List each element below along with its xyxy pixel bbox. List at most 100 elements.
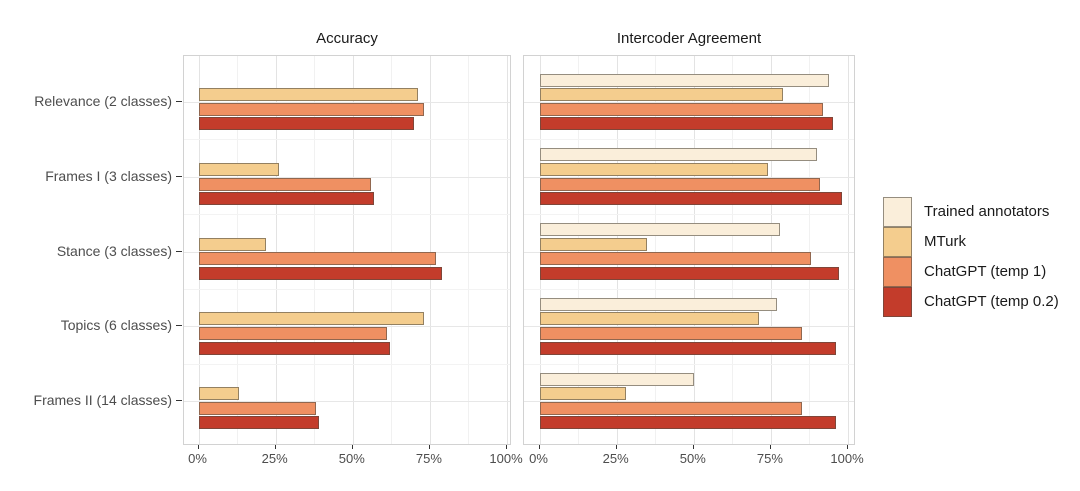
y-axis-label: Relevance (2 classes) xyxy=(34,93,172,109)
x-axis-tick xyxy=(197,445,199,449)
gridline-major xyxy=(429,56,431,444)
gridline-minor xyxy=(655,56,657,444)
bar xyxy=(198,162,279,176)
y-axis-tick xyxy=(176,250,182,252)
x-axis-tick-label: 50% xyxy=(338,451,365,466)
gridline-major xyxy=(848,56,849,444)
legend-swatch xyxy=(883,227,912,257)
y-axis-label: Frames I (3 classes) xyxy=(45,167,172,184)
bar xyxy=(539,73,830,87)
bar xyxy=(539,341,836,355)
gridline-minor xyxy=(732,56,734,444)
x-axis-tick-label: 25% xyxy=(602,451,629,466)
gridline-minor xyxy=(184,214,510,216)
bar xyxy=(198,192,375,206)
y-axis-label: Frames II (14 classes) xyxy=(33,392,172,408)
legend-swatch xyxy=(883,287,912,317)
bar xyxy=(198,237,267,251)
gridline-major xyxy=(524,326,854,328)
gridline-minor xyxy=(184,363,510,365)
panel-accuracy xyxy=(183,55,511,445)
bar xyxy=(198,341,390,355)
bar xyxy=(198,102,424,116)
bar xyxy=(539,192,842,206)
bar xyxy=(539,117,833,131)
bar xyxy=(198,401,316,415)
gridline-major xyxy=(524,102,854,103)
bar xyxy=(539,387,626,401)
bar xyxy=(539,237,648,251)
bar xyxy=(198,117,415,131)
gridline-major xyxy=(507,56,508,444)
bar xyxy=(539,297,778,311)
legend-label: MTurk xyxy=(924,233,966,250)
gridline-major xyxy=(184,176,510,178)
bar xyxy=(198,327,387,341)
gridline-minor xyxy=(184,288,510,290)
x-axis-tick xyxy=(274,445,276,449)
y-axis-tick xyxy=(176,101,182,102)
gridline-minor xyxy=(524,288,854,290)
bar xyxy=(539,102,824,116)
x-axis-tick xyxy=(538,445,540,449)
gridline-minor xyxy=(314,56,316,444)
x-axis-tick-label: 50% xyxy=(679,451,706,466)
bar xyxy=(539,252,811,266)
gridline-major xyxy=(524,401,854,402)
bar xyxy=(539,177,821,191)
bar xyxy=(198,88,418,102)
bar xyxy=(198,177,372,191)
gridline-minor xyxy=(391,56,393,444)
gridline-major xyxy=(184,251,510,253)
bar xyxy=(539,88,784,102)
x-axis-tick-label: 0% xyxy=(529,451,548,466)
gridline-major xyxy=(184,102,510,103)
gridline-minor xyxy=(524,139,854,141)
legend-swatch xyxy=(883,197,912,227)
x-axis-tick-label: 75% xyxy=(415,451,442,466)
gridline-major xyxy=(524,251,854,253)
gridline-major xyxy=(275,56,277,444)
y-axis-label: Stance (3 classes) xyxy=(56,242,172,259)
x-axis-tick xyxy=(615,445,617,449)
x-axis-tick xyxy=(506,445,507,449)
x-axis-tick xyxy=(769,445,771,449)
panel-intercoder-agreement xyxy=(523,55,855,445)
bar xyxy=(198,312,424,326)
bar xyxy=(539,162,768,176)
gridline-major xyxy=(524,176,854,178)
facet-title-accuracy: Accuracy xyxy=(316,30,378,47)
bar xyxy=(539,327,802,341)
bar xyxy=(539,416,836,430)
gridline-minor xyxy=(524,363,854,365)
legend-swatch xyxy=(883,257,912,287)
gridline-major xyxy=(184,401,510,402)
x-axis-tick-label: 0% xyxy=(188,451,207,466)
bar xyxy=(539,372,694,386)
gridline-major xyxy=(693,56,695,444)
legend-label: ChatGPT (temp 0.2) xyxy=(924,293,1059,310)
y-axis-label: Topics (6 classes) xyxy=(60,317,172,334)
bar xyxy=(539,148,818,162)
x-axis-tick xyxy=(847,445,848,449)
bar xyxy=(198,387,239,401)
bar xyxy=(539,223,781,237)
x-axis-tick-label: 25% xyxy=(261,451,288,466)
x-axis-tick xyxy=(428,445,430,449)
gridline-minor xyxy=(524,214,854,216)
facet-title-intercoder-agreement: Intercoder Agreement xyxy=(616,30,762,47)
y-axis-tick xyxy=(176,325,182,327)
bar xyxy=(539,401,802,415)
gridline-minor xyxy=(809,56,811,444)
y-axis-tick xyxy=(176,400,182,401)
y-axis-tick xyxy=(176,175,182,177)
bar xyxy=(198,266,443,280)
gridline-major xyxy=(184,326,510,328)
x-axis-tick-label: 100% xyxy=(489,451,523,466)
gridline-major xyxy=(770,56,772,444)
bar xyxy=(198,416,319,430)
gridline-major xyxy=(352,56,354,444)
x-axis-tick xyxy=(692,445,694,449)
x-axis-tick xyxy=(351,445,353,449)
